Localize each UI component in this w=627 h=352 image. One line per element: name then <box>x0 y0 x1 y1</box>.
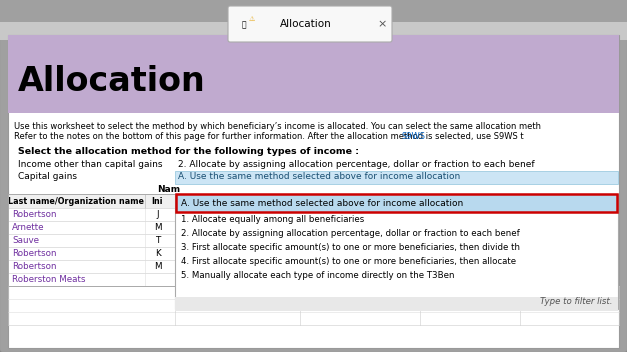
Bar <box>175 171 618 184</box>
Text: A. Use the same method selected above for income allocation: A. Use the same method selected above fo… <box>181 199 463 207</box>
Bar <box>8 234 175 247</box>
Text: Select the allocation method for the following types of income :: Select the allocation method for the fol… <box>18 147 359 156</box>
Text: 4. First allocate specific amount(s) to one or more beneficiaries, then allocate: 4. First allocate specific amount(s) to … <box>181 257 516 265</box>
Text: Roberston Meats: Roberston Meats <box>12 275 85 284</box>
Text: A. Use the same method selected above for income allocation: A. Use the same method selected above fo… <box>178 172 460 181</box>
Text: ×: × <box>377 19 387 29</box>
Text: M: M <box>154 223 161 232</box>
Bar <box>8 247 175 260</box>
Text: Type to filter list.: Type to filter list. <box>540 297 613 307</box>
Text: ⚠: ⚠ <box>249 16 255 22</box>
Text: Income other than capital gains: Income other than capital gains <box>18 160 162 169</box>
Bar <box>8 208 175 221</box>
Text: T: T <box>155 236 160 245</box>
Bar <box>175 194 618 309</box>
Text: J: J <box>156 210 159 219</box>
Text: Allocation: Allocation <box>280 19 332 29</box>
Text: Ini: Ini <box>152 196 163 206</box>
Text: Nam: Nam <box>157 185 180 194</box>
Text: 5. Manually allocate each type of income directly on the T3Ben: 5. Manually allocate each type of income… <box>181 270 455 279</box>
Text: Refer to the notes on the bottom of this page for further information. After the: Refer to the notes on the bottom of this… <box>14 132 524 141</box>
Text: 2. Allocate by assigning allocation percentage, dollar or fraction to each benef: 2. Allocate by assigning allocation perc… <box>181 228 520 238</box>
Bar <box>8 221 175 234</box>
Text: Last name/Organization name: Last name/Organization name <box>9 196 144 206</box>
Text: K: K <box>155 249 161 258</box>
Bar <box>8 35 619 113</box>
Text: S9WS: S9WS <box>401 132 426 141</box>
Text: Sauve: Sauve <box>12 236 39 245</box>
FancyBboxPatch shape <box>228 6 392 42</box>
Text: Allocation: Allocation <box>18 65 206 98</box>
Bar <box>8 194 175 208</box>
Text: Robertson: Robertson <box>12 249 56 258</box>
Bar <box>8 260 175 273</box>
Text: Robertson: Robertson <box>12 210 56 219</box>
Bar <box>175 297 618 311</box>
Text: 📄: 📄 <box>241 20 246 30</box>
Text: 3. First allocate specific amount(s) to one or more beneficiaries, then divide t: 3. First allocate specific amount(s) to … <box>181 243 520 251</box>
Text: Use this worksheet to select the method by which beneficiary’s income is allocat: Use this worksheet to select the method … <box>14 122 541 131</box>
Text: 2. Allocate by assigning allocation percentage, dollar or fraction to each benef: 2. Allocate by assigning allocation perc… <box>178 160 535 169</box>
Bar <box>8 273 175 286</box>
Bar <box>8 35 619 348</box>
Text: Capital gains: Capital gains <box>18 172 77 181</box>
Text: Robertson: Robertson <box>12 262 56 271</box>
Bar <box>176 194 617 212</box>
Text: M: M <box>154 262 161 271</box>
Text: Arnette: Arnette <box>12 223 45 232</box>
Bar <box>8 194 175 286</box>
Text: 1. Allocate equally among all beneficiaries: 1. Allocate equally among all beneficiar… <box>181 214 364 224</box>
FancyBboxPatch shape <box>0 28 627 352</box>
Bar <box>0 22 627 40</box>
